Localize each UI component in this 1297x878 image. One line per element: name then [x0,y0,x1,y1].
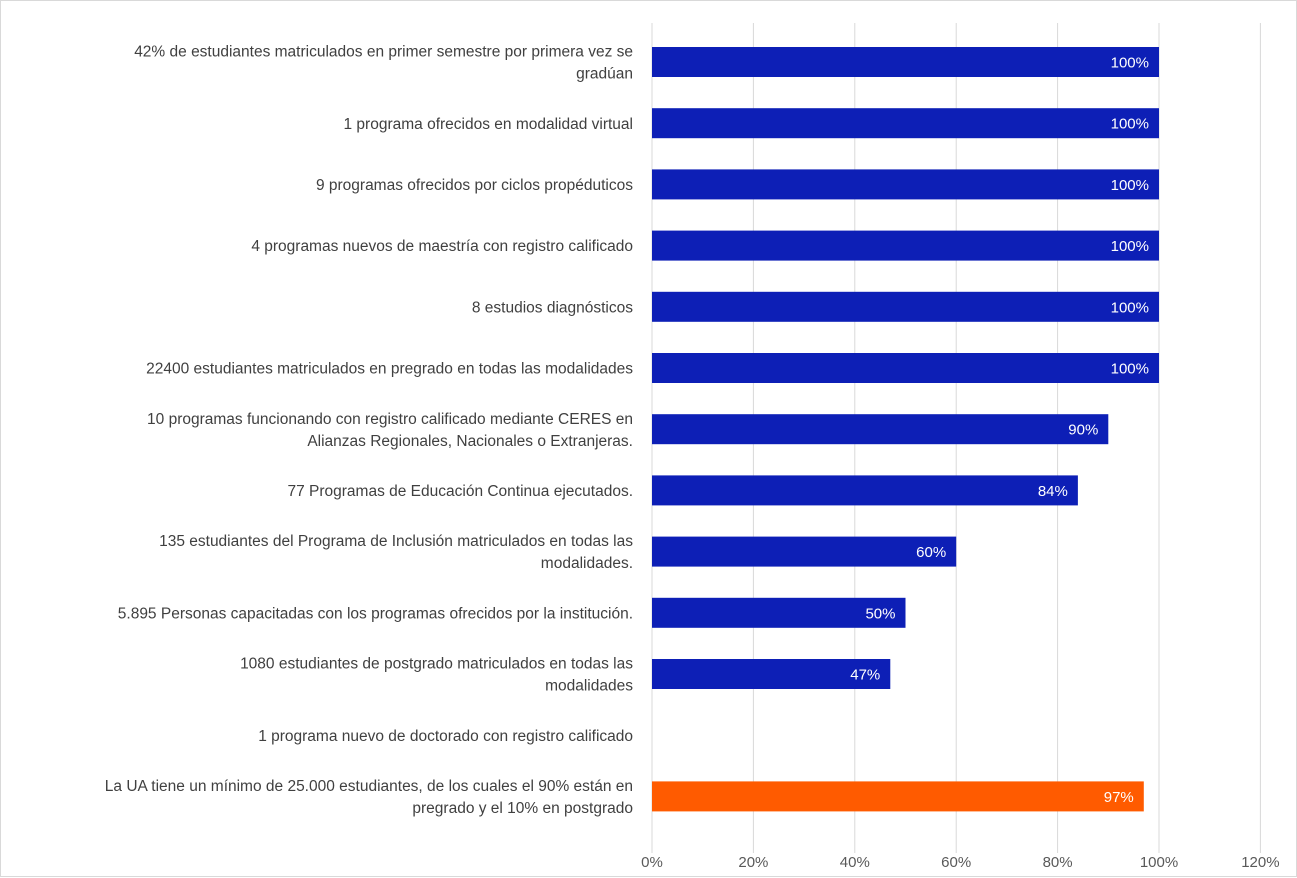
category-label: 10 programas funcionando con registro ca… [147,411,633,428]
bar [652,659,891,689]
category-label: 42% de estudiantes matriculados en prime… [134,44,633,61]
data-label: 100% [1111,299,1149,316]
bar [652,353,1159,383]
category-label: modalidades. [541,555,633,572]
x-tick-label: 100% [1140,854,1178,871]
data-label: 97% [1104,789,1134,806]
bar [652,47,1159,77]
data-label: 100% [1111,177,1149,194]
category-label: modalidades [545,678,633,695]
data-label: 100% [1111,116,1149,133]
category-label: 9 programas ofrecidos por ciclos propédu… [316,177,633,194]
data-label: 90% [1068,422,1098,439]
category-label: Alianzas Regionales, Nacionales o Extran… [307,433,633,450]
category-label: 77 Programas de Educación Continua ejecu… [287,483,633,500]
x-tick-label: 80% [1043,854,1073,871]
category-label: 5.895 Personas capacitadas con los progr… [118,605,633,622]
x-tick-label: 40% [840,854,870,871]
bar [652,597,906,628]
bar [652,414,1109,445]
x-tick-label: 120% [1241,854,1279,871]
category-labels: 42% de estudiantes matriculados en prime… [105,44,633,817]
bar [652,108,1159,139]
x-axis-ticks: 0% 20% 40% 60% 80% 100% 120% [641,854,1279,871]
data-label: 100% [1111,238,1149,255]
x-tick-label: 0% [641,854,663,871]
x-tick-label: 60% [941,854,971,871]
category-label: 4 programas nuevos de maestría con regis… [251,238,633,255]
data-label: 47% [850,667,880,684]
category-label: 1 programa nuevo de doctorado con regist… [258,728,633,745]
data-labels: 100% 100% 100% 100% 100% 100% 90% 84% 60% 50% 47% 9… [850,55,1149,806]
category-label: 22400 estudiantes matriculados en pregra… [146,361,633,378]
category-label: 135 estudiantes del Programa de Inclusió… [159,533,633,550]
bar [652,291,1159,322]
bars [652,47,1159,812]
x-tick-label: 20% [738,854,768,871]
data-label: 100% [1111,55,1149,72]
category-label: pregrado y el 10% en postgrado [412,800,633,817]
data-label: 84% [1038,483,1068,500]
category-label: 8 estudios diagnósticos [472,299,633,316]
bar [652,475,1078,506]
bar [652,781,1144,812]
bar [652,169,1159,200]
data-label: 60% [916,544,946,561]
category-label: 1 programa ofrecidos en modalidad virtua… [344,116,634,133]
category-label: 1080 estudiantes de postgrado matriculad… [240,656,633,673]
category-label: La UA tiene un mínimo de 25.000 estudian… [105,778,633,795]
category-label: gradúan [576,66,633,83]
data-label: 100% [1111,361,1149,378]
data-label: 50% [865,605,895,622]
bar [652,536,957,567]
bar [652,230,1159,261]
